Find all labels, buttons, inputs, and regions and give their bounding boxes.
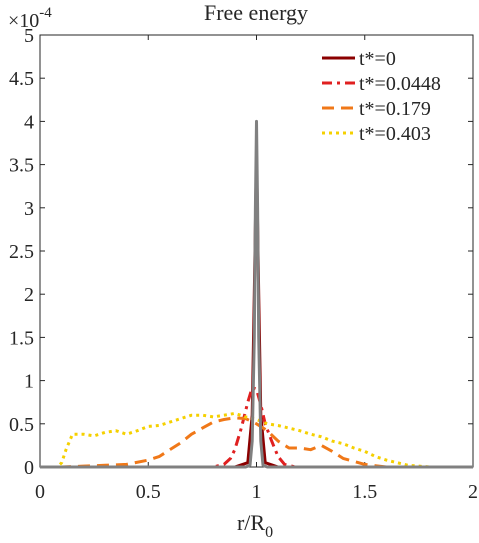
y-tick-label: 2 — [24, 284, 34, 306]
y-tick-label: 2.5 — [9, 241, 34, 263]
x-tick-label: 0 — [35, 481, 45, 503]
y-axis-multiplier: ×10-4 — [8, 5, 52, 32]
x-tick-label: 2 — [468, 481, 478, 503]
chart-title: Free energy — [204, 0, 308, 25]
y-tick-label: 4.5 — [9, 68, 34, 90]
y-tick-label: 4 — [24, 111, 34, 133]
y-multiplier-base: ×10 — [8, 10, 39, 32]
series-line-2 — [40, 416, 473, 469]
reference-line — [40, 119, 473, 469]
legend-label-2: t*=0.179 — [359, 98, 431, 120]
plot-area: 0 0.5 1 1.5 2 2.5 3 3.5 4 4.5 5 0 0.5 1 1.5 2 — [9, 25, 478, 503]
y-tick-label: 1.5 — [9, 327, 34, 349]
y-tick-label: 3.5 — [9, 155, 34, 177]
y-ticks: 0 0.5 1 1.5 2 2.5 3 3.5 4 4.5 5 — [9, 25, 473, 479]
y-tick-label: 3 — [24, 198, 34, 220]
legend-label-3: t*=0.403 — [359, 123, 431, 145]
y-tick-label: 5 — [24, 25, 34, 47]
legend-label-0: t*=0 — [359, 48, 396, 70]
x-label-main: r/R — [237, 510, 265, 535]
legend-label-1: t*=0.0448 — [359, 73, 441, 95]
legend: t*=0 t*=0.0448 t*=0.179 t*=0.403 — [322, 48, 441, 145]
x-axis-label: r/R0 — [237, 510, 273, 541]
y-tick-label: 0 — [24, 457, 34, 479]
series-line-3 — [40, 411, 473, 469]
y-tick-label: 1 — [24, 371, 34, 393]
x-ticks: 0 0.5 1 1.5 2 — [35, 35, 478, 503]
x-tick-label: 0.5 — [136, 481, 161, 503]
series-lines — [40, 119, 473, 469]
y-multiplier-exponent: -4 — [39, 5, 52, 21]
x-label-subscript: 0 — [265, 524, 273, 541]
x-tick-label: 1.5 — [352, 481, 377, 503]
x-tick-label: 1 — [252, 481, 262, 503]
y-tick-label: 0.5 — [9, 414, 34, 436]
